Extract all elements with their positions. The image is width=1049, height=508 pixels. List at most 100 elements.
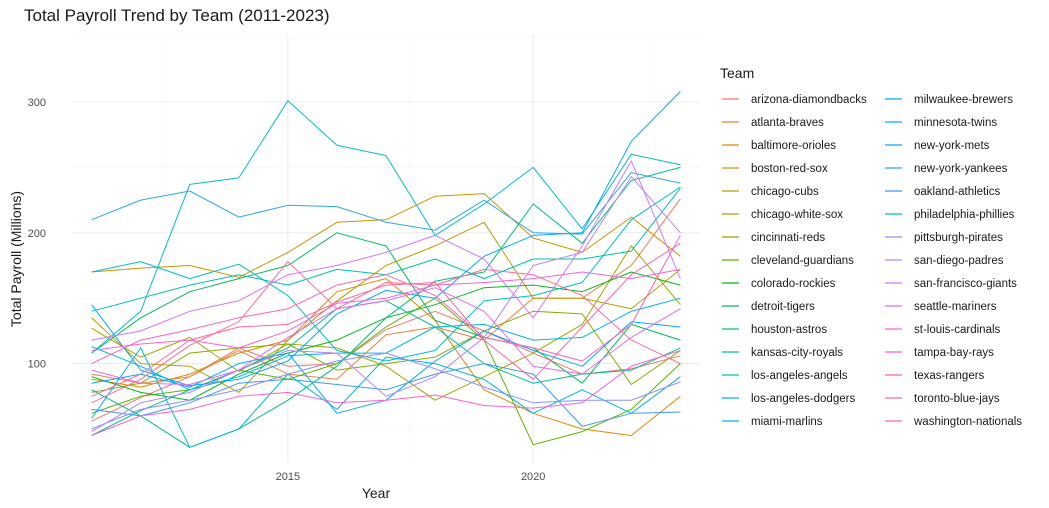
legend-title: Team [720,65,754,81]
legend-label: pittsburgh-pirates [914,232,1003,244]
y-tick-label: 100 [28,359,46,371]
series-line-miami-marlins [91,347,681,448]
series-line-oakland-athletics [91,363,681,427]
legend-item-tampa-bay-rays: tampa-bay-rays [885,347,994,359]
legend-item-los-angeles-angels: los-angeles-angels [722,370,848,382]
legend-label: detroit-tigers [751,301,815,313]
legend-item-los-angeles-dodgers: los-angeles-dodgers [722,393,855,405]
legend-item-miami-marlins: miami-marlins [722,416,823,428]
legend-item-houston-astros: houston-astros [722,324,827,336]
legend-item-colorado-rockies: colorado-rockies [722,278,836,290]
y-axis-title: Total Payroll (Millions) [8,191,24,327]
legend-item-chicago-white-sox: chicago-white-sox [722,209,843,221]
series-line-los-angeles-dodgers [91,100,681,354]
legend-label: boston-red-sox [751,163,828,175]
legend-label: seattle-mariners [914,301,997,313]
legend-item-detroit-tigers: detroit-tigers [722,301,815,313]
legend-item-toronto-blue-jays: toronto-blue-jays [885,393,1000,405]
legend-label: toronto-blue-jays [914,393,1000,405]
legend-item-san-francisco-giants: san-francisco-giants [885,278,1017,290]
legend-label: san-francisco-giants [914,278,1017,290]
legend-item-philadelphia-phillies: philadelphia-phillies [885,209,1015,221]
series-line-minnesota-twins [91,297,681,391]
legend-label: arizona-diamondbacks [751,94,867,106]
x-axis-title: Year [362,485,391,501]
legend-item-st-louis-cardinals: st-louis-cardinals [885,324,1001,336]
series-line-st-louis-cardinals [91,268,681,351]
series-line-new-york-yankees [91,172,681,235]
legend-label: los-angeles-angels [751,370,848,382]
legend-label: minnesota-twins [914,117,997,129]
series-line-san-francisco-giants [91,160,681,341]
legend-item-cincinnati-reds: cincinnati-reds [722,232,825,244]
legend-label: chicago-cubs [751,186,819,198]
legend-label: houston-astros [751,324,827,336]
y-tick-label: 300 [28,97,46,109]
legend-item-boston-red-sox: boston-red-sox [722,163,828,175]
series-line-san-diego-padres [91,176,681,433]
legend-label: cincinnati-reds [751,232,825,244]
legend-label: miami-marlins [751,416,823,428]
legend-item-pittsburgh-pirates: pittsburgh-pirates [885,232,1003,244]
legend-label: st-louis-cardinals [914,324,1001,336]
legend-item-seattle-mariners: seattle-mariners [885,301,997,313]
legend-label: new-york-yankees [914,163,1008,175]
legend-item-cleveland-guardians: cleveland-guardians [722,255,854,267]
legend-item-washington-nationals: washington-nationals [885,416,1022,428]
legend-label: milwaukee-brewers [914,94,1013,106]
legend-item-san-diego-padres: san-diego-padres [885,255,1004,267]
legend-label: new-york-mets [914,140,990,152]
x-tick-label: 2015 [276,471,300,483]
y-tick-label: 200 [28,228,46,240]
legend-item-milwaukee-brewers: milwaukee-brewers [885,94,1013,106]
series-line-cincinnati-reds [91,310,681,393]
series-line-baltimore-orioles [91,278,681,436]
axes-layer: Year Total Payroll (Millions) 100 200 300 2… [8,97,545,501]
legend-label: tampa-bay-rays [914,347,994,359]
series-line-detroit-tigers [91,232,681,384]
series-line-philadelphia-phillies [91,186,681,362]
legend-item-kansas-city-royals: kansas-city-royals [722,347,843,359]
legend-label: washington-nationals [913,416,1022,428]
series-line-seattle-mariners [91,287,681,385]
legend-label: cleveland-guardians [751,255,854,267]
legend: Team arizona-diamondbacks atlanta-braves b… [720,65,1022,428]
series-line-tampa-bay-rays [91,350,681,436]
legend-label: oakland-athletics [914,186,1001,198]
grid-layer [72,34,700,463]
series-line-texas-rangers [91,235,681,365]
series-line-kansas-city-royals [91,300,681,436]
legend-item-new-york-mets: new-york-mets [885,140,990,152]
legend-item-oakland-athletics: oakland-athletics [885,186,1001,198]
legend-label: colorado-rockies [751,278,836,290]
legend-label: baltimore-orioles [751,140,836,152]
series-line-atlanta-braves [91,198,681,384]
series-line-washington-nationals [91,261,681,404]
legend-label: texas-rangers [914,370,985,382]
legend-item-arizona-diamondbacks: arizona-diamondbacks [722,94,867,106]
legend-item-minnesota-twins: minnesota-twins [885,117,997,129]
legend-label: atlanta-braves [751,117,824,129]
legend-label: philadelphia-phillies [914,209,1015,221]
legend-item-baltimore-orioles: baltimore-orioles [722,140,836,152]
series-line-toronto-blue-jays [91,242,681,397]
x-tick-label: 2020 [521,471,545,483]
legend-label: los-angeles-dodgers [751,393,855,405]
series-line-pittsburgh-pirates [91,352,681,430]
chart-title: Total Payroll Trend by Team (2011-2023) [24,6,330,25]
legend-item-chicago-cubs: chicago-cubs [722,186,819,198]
legend-label: kansas-city-royals [751,347,843,359]
series-line-chicago-cubs [91,221,681,393]
series-line-los-angeles-angels [91,187,681,312]
legend-label: san-diego-padres [914,255,1004,267]
legend-item-texas-rangers: texas-rangers [885,370,985,382]
series-layer [91,91,681,448]
legend-label: chicago-white-sox [751,209,843,221]
series-line-boston-red-sox [91,193,681,278]
series-line-chicago-white-sox [91,245,681,401]
series-line-new-york-mets [91,91,681,387]
legend-item-atlanta-braves: atlanta-braves [722,117,824,129]
legend-item-new-york-yankees: new-york-yankees [885,163,1008,175]
